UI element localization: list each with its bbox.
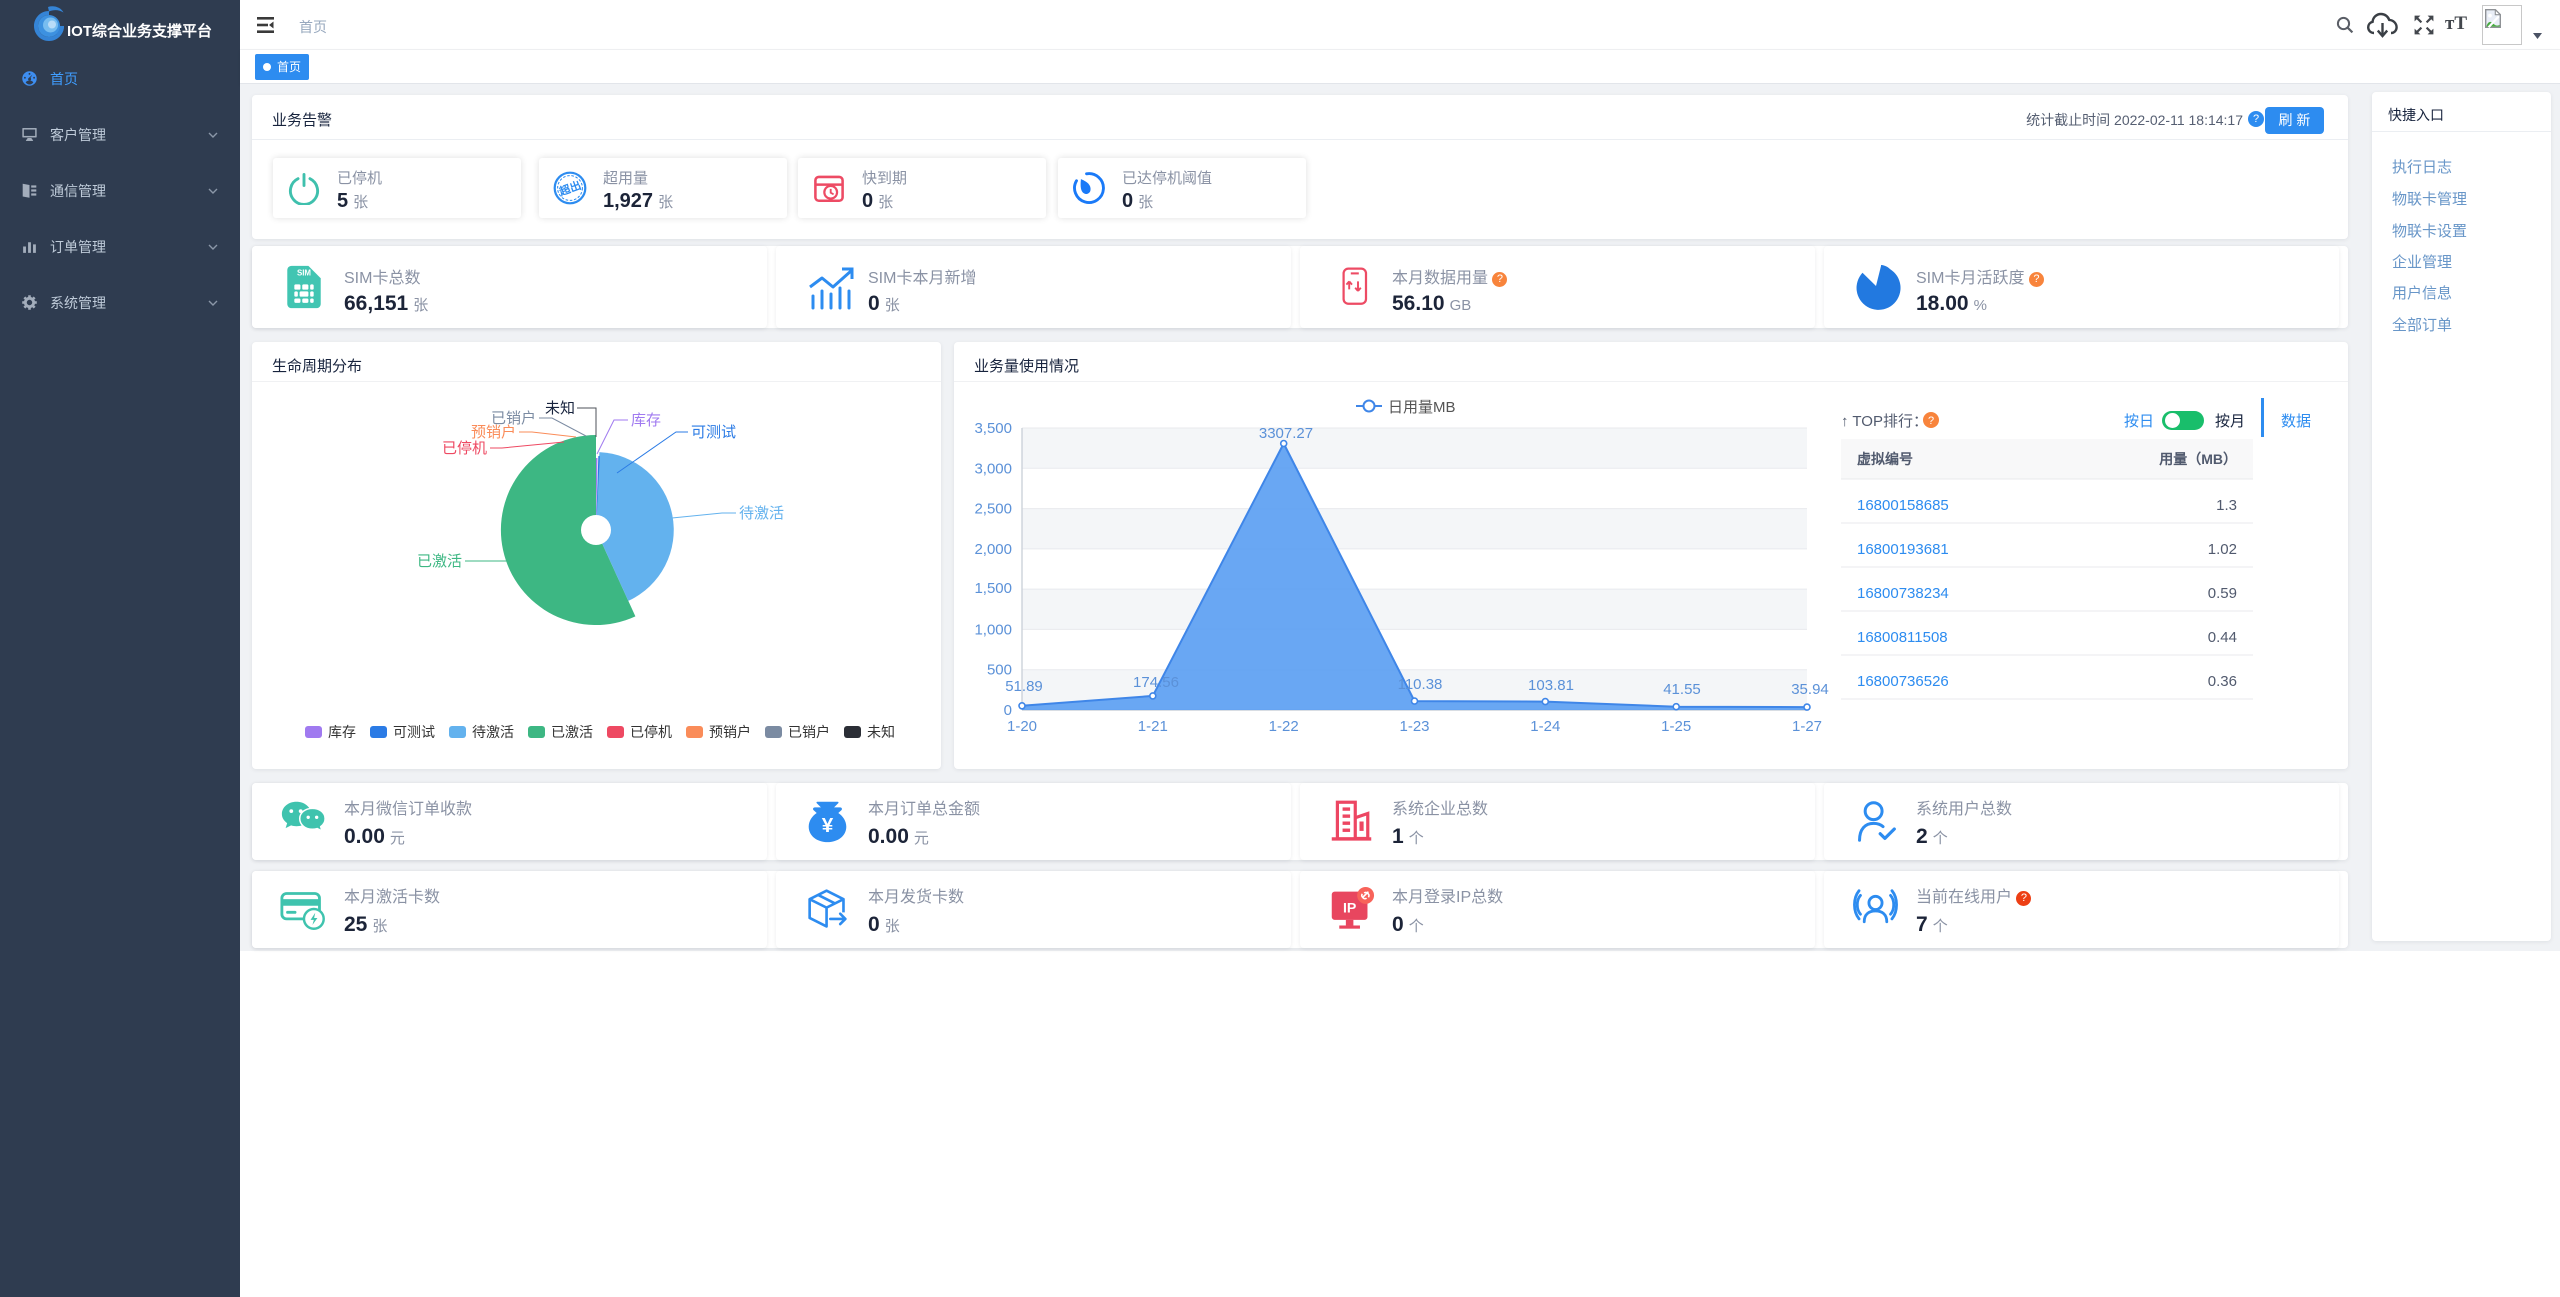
svg-text:1-27: 1-27: [1792, 718, 1822, 735]
svg-text:1,000: 1,000: [974, 621, 1012, 638]
svg-text:1-21: 1-21: [1138, 718, 1168, 735]
svg-text:2,500: 2,500: [974, 501, 1012, 518]
svg-text:未知: 未知: [867, 724, 895, 740]
svg-text:¥: ¥: [822, 814, 834, 837]
svg-text:IP: IP: [1343, 899, 1356, 915]
svg-text:1-23: 1-23: [1399, 718, 1429, 735]
svg-text:可测试: 可测试: [393, 724, 435, 740]
svg-text:103.81: 103.81: [1528, 677, 1574, 694]
svg-text:虚拟编号: 虚拟编号: [1857, 451, 1913, 467]
svg-text:数据: 数据: [2281, 413, 2311, 430]
svg-text:0.44: 0.44: [2208, 629, 2237, 646]
svg-text:41.55: 41.55: [1663, 681, 1701, 698]
svg-text:500: 500: [987, 662, 1012, 679]
svg-text:库存: 库存: [328, 724, 356, 740]
svg-text:未知: 未知: [545, 400, 575, 417]
svg-text:SIM: SIM: [297, 269, 311, 278]
svg-text:已激活: 已激活: [417, 553, 462, 570]
svg-text:3,500: 3,500: [974, 420, 1012, 437]
svg-text:超出: 超出: [556, 178, 583, 199]
svg-text:已销户: 已销户: [788, 724, 830, 740]
svg-text:按日: 按日: [2124, 413, 2154, 430]
svg-text:1-22: 1-22: [1269, 718, 1299, 735]
svg-text:16800736526: 16800736526: [1857, 673, 1949, 690]
svg-text:3,000: 3,000: [974, 460, 1012, 477]
svg-text:1-20: 1-20: [1007, 718, 1037, 735]
svg-text:可测试: 可测试: [691, 424, 736, 441]
svg-text:16800158685: 16800158685: [1857, 497, 1949, 514]
svg-text:日用量MB: 日用量MB: [1388, 399, 1456, 416]
svg-text:0: 0: [1004, 702, 1012, 719]
svg-text:1-24: 1-24: [1530, 718, 1560, 735]
svg-text:16800811508: 16800811508: [1857, 629, 1948, 646]
svg-text:3307.27: 3307.27: [1259, 425, 1313, 442]
svg-text:待激活: 待激活: [472, 724, 514, 740]
svg-text:1.02: 1.02: [2208, 541, 2237, 558]
svg-text:库存: 库存: [631, 412, 661, 429]
svg-text:按月: 按月: [2215, 413, 2245, 430]
svg-text:预销户: 预销户: [709, 724, 751, 740]
svg-text:待激活: 待激活: [739, 505, 784, 522]
svg-text:↑ TOP排行：: ↑ TOP排行：: [1841, 413, 1928, 430]
svg-text:?: ?: [1928, 415, 1934, 427]
svg-text:已停机: 已停机: [630, 724, 672, 740]
svg-text:110.38: 110.38: [1398, 676, 1443, 693]
svg-text:已销户: 已销户: [491, 410, 536, 427]
svg-text:0.59: 0.59: [2208, 585, 2237, 602]
svg-text:16800193681: 16800193681: [1857, 541, 1949, 558]
svg-text:0.36: 0.36: [2208, 673, 2237, 690]
svg-text:预销户: 预销户: [471, 424, 516, 441]
svg-text:已激活: 已激活: [551, 724, 593, 740]
svg-text:16800738234: 16800738234: [1857, 585, 1949, 602]
svg-text:用量（MB）: 用量（MB）: [2159, 451, 2237, 467]
svg-text:174.56: 174.56: [1133, 674, 1179, 691]
svg-text:35.94: 35.94: [1791, 681, 1829, 698]
svg-text:1.3: 1.3: [2216, 497, 2237, 514]
svg-text:51.89: 51.89: [1005, 678, 1043, 695]
svg-text:1,500: 1,500: [974, 580, 1012, 597]
svg-text:1-25: 1-25: [1661, 718, 1691, 735]
svg-text:已停机: 已停机: [442, 440, 487, 457]
svg-text:2,000: 2,000: [974, 541, 1012, 558]
